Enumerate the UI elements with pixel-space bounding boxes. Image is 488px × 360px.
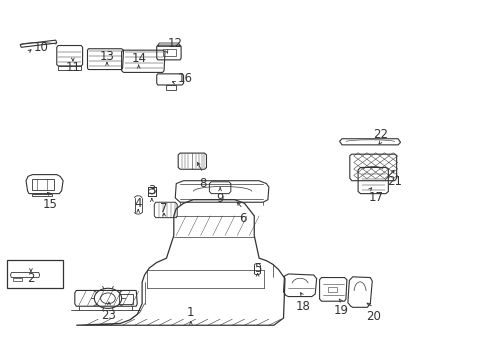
Text: 1: 1 [187,306,194,319]
Bar [162,49,176,56]
Bar [32,179,54,190]
Bar [328,287,336,292]
Text: 4: 4 [134,197,142,210]
Text: 12: 12 [167,36,183,50]
Text: 9: 9 [216,192,224,205]
Text: 17: 17 [368,192,383,204]
Text: 22: 22 [373,127,388,141]
Text: 6: 6 [239,212,246,225]
Text: 13: 13 [100,50,114,63]
Text: 19: 19 [333,305,348,318]
Text: 21: 21 [386,175,401,188]
Text: 16: 16 [177,72,192,85]
Text: 3: 3 [148,184,155,197]
Bar [6,260,62,288]
Text: 11: 11 [65,60,80,73]
Text: 20: 20 [366,310,380,324]
Bar [13,278,21,281]
Text: 18: 18 [295,300,310,313]
Text: 7: 7 [160,202,167,215]
Text: 23: 23 [102,309,116,322]
Text: 5: 5 [253,262,261,275]
Text: 8: 8 [199,177,206,190]
Text: 15: 15 [43,198,58,211]
Text: 14: 14 [131,51,146,64]
Bar [119,294,133,304]
Text: 10: 10 [33,41,48,54]
Text: 2: 2 [27,272,35,285]
